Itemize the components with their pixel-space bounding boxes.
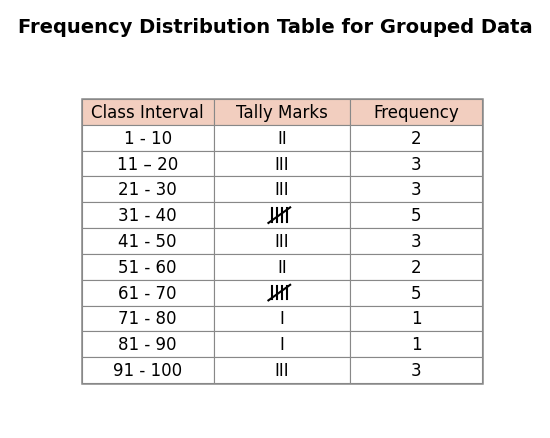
Bar — [350, 280, 482, 306]
Bar — [81, 151, 214, 177]
Bar — [350, 177, 482, 203]
Bar — [350, 357, 482, 383]
Text: 61 - 70: 61 - 70 — [118, 284, 177, 302]
Text: 2: 2 — [411, 258, 421, 276]
Text: 3: 3 — [411, 233, 421, 251]
Bar — [214, 306, 350, 332]
Bar — [214, 332, 350, 357]
Bar — [81, 254, 214, 280]
Text: 5: 5 — [411, 284, 421, 302]
Text: 71 - 80: 71 - 80 — [118, 310, 177, 328]
Text: Class Interval: Class Interval — [91, 104, 204, 122]
Text: III: III — [274, 361, 289, 379]
Text: III: III — [274, 233, 289, 251]
Bar — [214, 280, 350, 306]
Bar — [214, 203, 350, 229]
Text: III: III — [274, 155, 289, 173]
Bar — [350, 126, 482, 151]
Text: 21 - 30: 21 - 30 — [118, 181, 177, 199]
Bar — [81, 203, 214, 229]
Text: 3: 3 — [411, 361, 421, 379]
Text: 1 - 10: 1 - 10 — [124, 129, 172, 148]
Text: 41 - 50: 41 - 50 — [118, 233, 177, 251]
Text: 3: 3 — [411, 155, 421, 173]
Bar — [350, 151, 482, 177]
Text: 51 - 60: 51 - 60 — [118, 258, 177, 276]
Bar — [214, 254, 350, 280]
Bar — [81, 306, 214, 332]
Text: I: I — [279, 336, 284, 353]
Text: II: II — [277, 258, 287, 276]
Text: 1: 1 — [411, 310, 421, 328]
Text: I: I — [279, 310, 284, 328]
Text: Tally Marks: Tally Marks — [236, 104, 328, 122]
Bar — [350, 332, 482, 357]
Text: 1: 1 — [411, 336, 421, 353]
Bar — [81, 100, 214, 126]
Bar — [214, 177, 350, 203]
Bar — [81, 100, 482, 383]
Text: Frequency: Frequency — [373, 104, 459, 122]
Bar — [81, 332, 214, 357]
Text: 2: 2 — [411, 129, 421, 148]
Bar — [81, 177, 214, 203]
Bar — [81, 357, 214, 383]
Bar — [350, 306, 482, 332]
Bar — [81, 280, 214, 306]
Text: III: III — [274, 181, 289, 199]
Text: 91 - 100: 91 - 100 — [113, 361, 182, 379]
Text: II: II — [277, 129, 287, 148]
Text: 31 - 40: 31 - 40 — [118, 207, 177, 225]
Text: 5: 5 — [411, 207, 421, 225]
Bar — [350, 203, 482, 229]
Bar — [214, 229, 350, 254]
Bar — [214, 357, 350, 383]
Bar — [81, 229, 214, 254]
Bar — [350, 229, 482, 254]
Bar — [214, 126, 350, 151]
Bar — [214, 151, 350, 177]
Bar — [350, 254, 482, 280]
Text: 11 – 20: 11 – 20 — [117, 155, 178, 173]
Bar — [214, 100, 350, 126]
Text: 3: 3 — [411, 181, 421, 199]
Bar — [81, 126, 214, 151]
Bar — [350, 100, 482, 126]
Text: 81 - 90: 81 - 90 — [118, 336, 177, 353]
Text: Frequency Distribution Table for Grouped Data: Frequency Distribution Table for Grouped… — [18, 18, 532, 36]
